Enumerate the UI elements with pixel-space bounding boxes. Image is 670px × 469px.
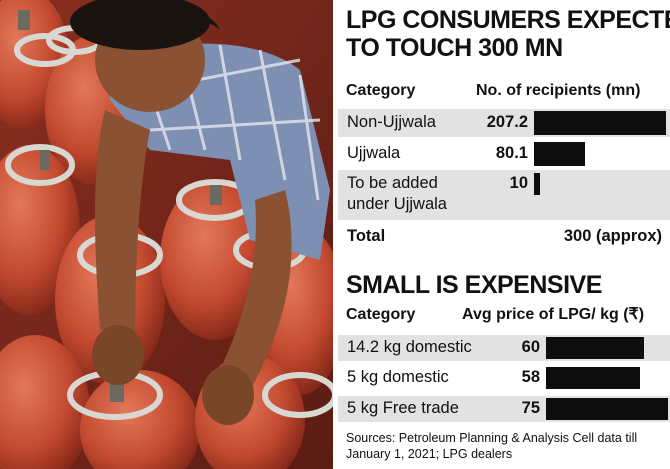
chart2-category-label: 5 kg Free trade: [347, 399, 459, 417]
chart1-bar: [534, 142, 585, 166]
photo-illustration: [0, 0, 333, 469]
chart2-value-label: 75: [521, 399, 540, 417]
cylinder-valves: [18, 10, 222, 402]
chart1-bar: [534, 173, 540, 195]
chart1-total-value: 300 (approx): [563, 227, 662, 245]
chart2-bar: [546, 337, 644, 359]
chart1-category-label: To be added under Ujjwala: [347, 174, 447, 213]
chart1-title-line2: TO TOUCH 300 MN: [346, 34, 563, 62]
chart2-row: 5 kg Free trade 75: [338, 396, 670, 422]
chart2-row: 14.2 kg domestic 60: [338, 335, 670, 361]
chart1-row: To be added under Ujjwala 10: [338, 170, 670, 220]
chart1-value-label: 207.2: [486, 113, 528, 131]
chart2-value-label: 60: [521, 338, 540, 356]
chart1-category-label: Non-Ujjwala: [347, 113, 436, 131]
chart1-category-label: Ujjwala: [347, 144, 401, 162]
chart1-total-label: Total: [347, 227, 386, 245]
chart2-value-label: 58: [521, 368, 540, 386]
chart2-title: SMALL IS EXPENSIVE: [346, 271, 602, 299]
chart1-row: Non-Ujjwala 207.2: [338, 109, 670, 137]
chart2-header-category: Category: [346, 306, 416, 323]
chart2-row: 5 kg domestic 58: [338, 365, 670, 391]
worker-figure: [70, 0, 330, 425]
source-note: Sources: Petroleum Planning & Analysis C…: [346, 431, 638, 461]
chart1-header-category: Category: [346, 82, 416, 99]
chart2-header-value: Avg price of LPG/ kg (₹): [462, 306, 645, 323]
chart2-category-label: 5 kg domestic: [347, 368, 449, 386]
chart1-row: Ujjwala 80.1: [338, 140, 670, 168]
chart1-value-label: 80.1: [495, 144, 528, 162]
chart2-bar: [546, 398, 668, 420]
chart2-bar: [546, 367, 640, 389]
chart1-value-label: 10: [509, 174, 528, 192]
chart1-title-line1: LPG CONSUMERS EXPECTED: [346, 6, 670, 34]
chart1-bar: [534, 111, 666, 135]
photo-lpg-worker: [0, 0, 333, 469]
chart1-header-value: No. of recipients (mn): [476, 82, 641, 99]
chart2-category-label: 14.2 kg domestic: [347, 338, 472, 356]
chart1-total-row: Total 300 (approx): [338, 225, 670, 249]
infographic-panel: LPG CONSUMERS EXPECTED TO TOUCH 300 MN C…: [338, 0, 670, 469]
